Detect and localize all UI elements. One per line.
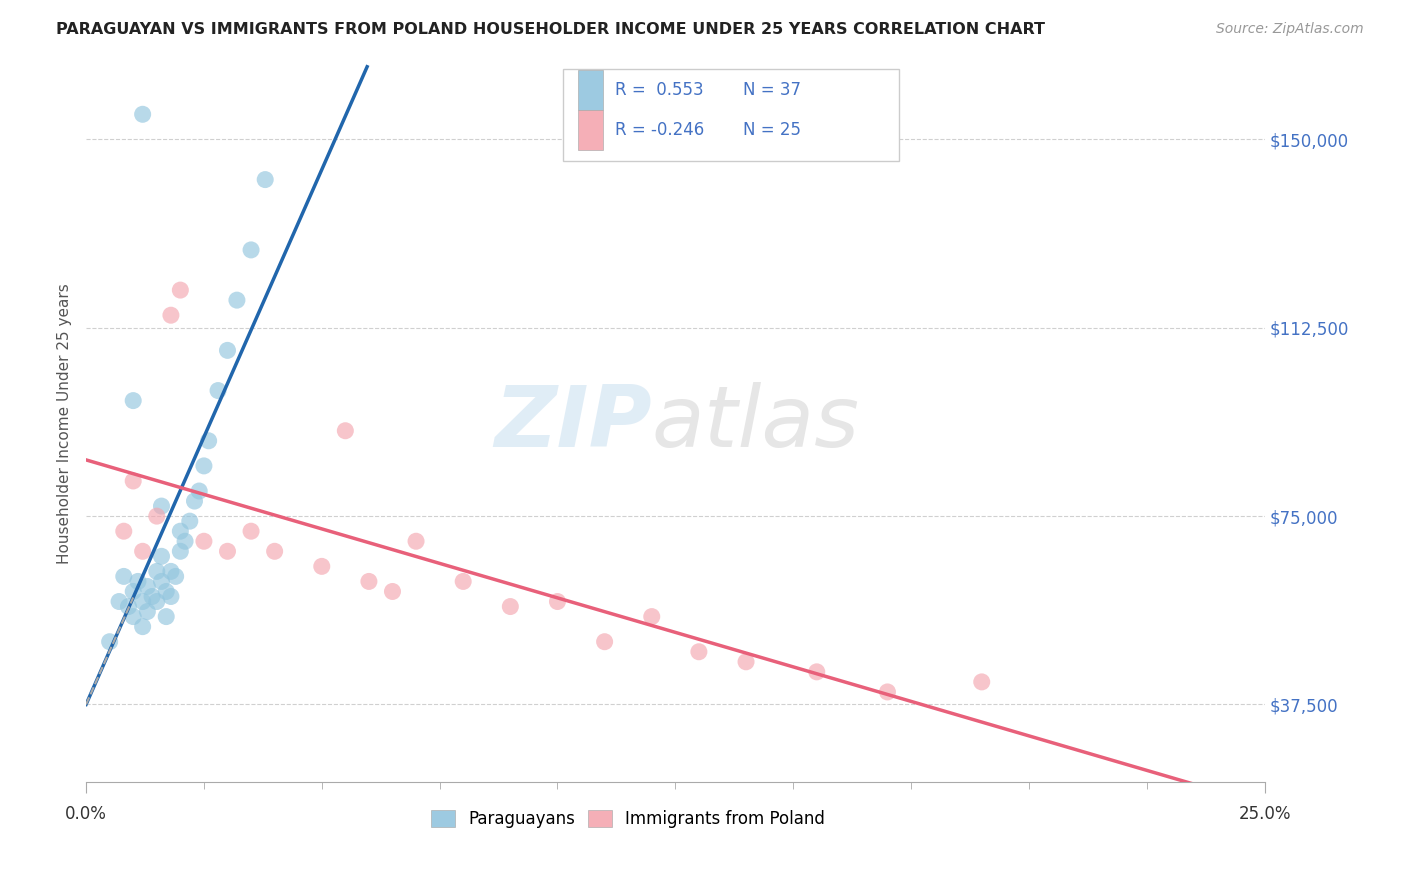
Point bbox=[155, 609, 177, 624]
Point bbox=[122, 474, 145, 488]
Point bbox=[169, 544, 191, 558]
Point bbox=[117, 599, 139, 614]
Point bbox=[197, 434, 219, 448]
Point bbox=[122, 609, 145, 624]
Point bbox=[160, 308, 183, 322]
Text: ZIP: ZIP bbox=[494, 382, 652, 465]
Point bbox=[688, 645, 710, 659]
Text: N = 25: N = 25 bbox=[742, 121, 800, 139]
Point bbox=[193, 458, 215, 473]
Point bbox=[546, 594, 568, 608]
Point bbox=[970, 674, 993, 689]
Point bbox=[131, 620, 153, 634]
Bar bbox=[578, 111, 603, 150]
Point bbox=[593, 634, 616, 648]
Point bbox=[150, 549, 173, 564]
Point bbox=[806, 665, 828, 679]
Y-axis label: Householder Income Under 25 years: Householder Income Under 25 years bbox=[58, 283, 72, 564]
Point bbox=[240, 243, 263, 257]
Point bbox=[226, 293, 249, 307]
Point bbox=[451, 574, 474, 589]
Point bbox=[160, 565, 183, 579]
Point bbox=[141, 590, 163, 604]
Point bbox=[165, 569, 187, 583]
Point bbox=[335, 424, 357, 438]
Text: R =  0.553: R = 0.553 bbox=[616, 81, 704, 99]
Text: PARAGUAYAN VS IMMIGRANTS FROM POLAND HOUSEHOLDER INCOME UNDER 25 YEARS CORRELATI: PARAGUAYAN VS IMMIGRANTS FROM POLAND HOU… bbox=[56, 22, 1045, 37]
Legend: Paraguayans, Immigrants from Poland: Paraguayans, Immigrants from Poland bbox=[425, 804, 831, 835]
Point bbox=[188, 483, 211, 498]
Point bbox=[150, 574, 173, 589]
Point bbox=[112, 569, 135, 583]
Bar bbox=[578, 70, 603, 110]
Point bbox=[311, 559, 333, 574]
Point bbox=[108, 594, 131, 608]
Point bbox=[183, 494, 205, 508]
Point bbox=[193, 534, 215, 549]
Text: N = 37: N = 37 bbox=[742, 81, 800, 99]
Point bbox=[217, 343, 239, 358]
Point bbox=[179, 514, 201, 528]
Point bbox=[169, 524, 191, 539]
Point bbox=[405, 534, 427, 549]
Point bbox=[146, 509, 169, 524]
Point bbox=[131, 594, 153, 608]
Point bbox=[499, 599, 522, 614]
Point bbox=[735, 655, 758, 669]
Point bbox=[122, 393, 145, 408]
Text: R = -0.246: R = -0.246 bbox=[616, 121, 704, 139]
Point bbox=[155, 584, 177, 599]
Point bbox=[146, 594, 169, 608]
Point bbox=[136, 605, 159, 619]
Point bbox=[98, 634, 121, 648]
Point bbox=[136, 579, 159, 593]
Bar bbox=[564, 69, 900, 161]
Point bbox=[127, 574, 149, 589]
Point bbox=[174, 534, 197, 549]
Point bbox=[150, 499, 173, 513]
Point bbox=[131, 544, 153, 558]
Point bbox=[131, 107, 153, 121]
Point bbox=[263, 544, 285, 558]
Text: atlas: atlas bbox=[652, 382, 859, 465]
Point bbox=[641, 609, 664, 624]
Text: Source: ZipAtlas.com: Source: ZipAtlas.com bbox=[1216, 22, 1364, 37]
Point bbox=[160, 590, 183, 604]
Point bbox=[876, 685, 898, 699]
Point bbox=[122, 584, 145, 599]
Point bbox=[357, 574, 380, 589]
Point bbox=[381, 584, 404, 599]
Point bbox=[169, 283, 191, 297]
Point bbox=[254, 172, 277, 186]
Point bbox=[217, 544, 239, 558]
Point bbox=[146, 565, 169, 579]
Point bbox=[207, 384, 229, 398]
Point bbox=[240, 524, 263, 539]
Point bbox=[112, 524, 135, 539]
